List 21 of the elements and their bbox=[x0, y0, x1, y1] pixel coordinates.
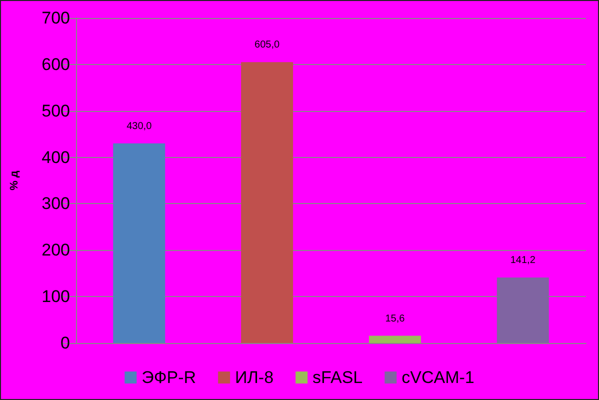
bar bbox=[113, 143, 166, 343]
bar bbox=[368, 336, 421, 343]
data-label: 141,2 bbox=[510, 254, 536, 266]
legend-label: ЭФР-R bbox=[142, 368, 196, 387]
y-tick-label: 100 bbox=[42, 287, 70, 306]
legend-label: ИЛ-8 bbox=[235, 368, 274, 387]
y-tick-label: 300 bbox=[42, 194, 70, 214]
data-label: 605,0 bbox=[254, 40, 280, 51]
y-tick-label: 700 bbox=[42, 8, 70, 28]
y-tick-label: 0 bbox=[60, 334, 70, 352]
bar bbox=[241, 62, 294, 343]
legend-label: sFASL bbox=[312, 368, 363, 387]
y-tick-label: 200 bbox=[42, 240, 70, 260]
y-tick-label: 600 bbox=[42, 54, 70, 74]
y-tick-label: 400 bbox=[42, 148, 70, 167]
y-axis-title: % д bbox=[8, 170, 20, 190]
bar bbox=[496, 277, 549, 343]
data-label: 15,6 bbox=[385, 313, 406, 324]
y-tick-label: 500 bbox=[42, 101, 70, 120]
legend-label: cVCAM-1 bbox=[402, 368, 474, 387]
data-label: 430,0 bbox=[126, 120, 152, 132]
